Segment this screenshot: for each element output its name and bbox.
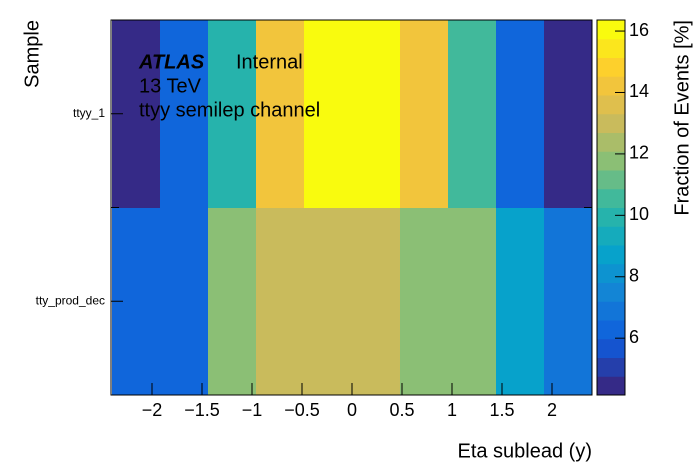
colorbar-band <box>597 188 625 208</box>
x-tick-label: 2 <box>547 400 557 420</box>
colorbar-tick-label: 6 <box>629 327 639 347</box>
colorbar-title: Fraction of Events [%] <box>671 20 693 216</box>
x-tick-label: −2 <box>142 400 163 420</box>
colorbar-frame <box>596 19 626 396</box>
x-tick-label: 1.5 <box>489 400 514 420</box>
colorbar-band <box>597 76 625 96</box>
y-axis-title: Sample <box>21 20 43 88</box>
heatmap-cell <box>208 207 257 396</box>
colorbar-band <box>597 376 625 396</box>
x-tick-label: 0 <box>347 400 357 420</box>
colorbar-tick-label: 10 <box>629 204 649 224</box>
colorbar-band <box>597 95 625 115</box>
heatmap-cell <box>496 207 545 396</box>
heatmap-cell <box>256 207 305 396</box>
colorbar-band <box>597 151 625 171</box>
colorbar-band <box>597 301 625 321</box>
colorbar-band <box>597 132 625 152</box>
heatmap-cell <box>352 207 401 396</box>
heatmap-cell <box>400 207 449 396</box>
annotation: ttyy semilep channel <box>139 99 320 121</box>
colorbar-band <box>597 170 625 190</box>
colorbar-band <box>597 57 625 77</box>
heatmap-cell <box>208 20 257 208</box>
heatmap-cell <box>544 207 593 396</box>
heatmap-cell <box>448 20 497 208</box>
heatmap-cell <box>496 20 545 208</box>
x-tick-label: 0.5 <box>389 400 414 420</box>
heatmap-cell <box>352 20 401 208</box>
colorbar-band <box>597 38 625 58</box>
colorbar-band <box>597 338 625 358</box>
heatmap-cell <box>160 207 209 396</box>
heatmap-cell <box>400 20 449 208</box>
colorbar-tick-label: 16 <box>629 20 649 40</box>
x-tick-label: 1 <box>447 400 457 420</box>
colorbar-band <box>597 245 625 265</box>
heatmap-cell <box>256 20 305 208</box>
heatmap-cell <box>544 20 593 208</box>
colorbar-tick-label: 14 <box>629 81 649 101</box>
heatmap-cell <box>304 20 353 208</box>
y-tick-label: tty_prod_dec <box>36 293 105 307</box>
colorbar-band <box>597 357 625 377</box>
colorbar-band <box>597 282 625 302</box>
annotation: 13 TeV <box>139 75 202 97</box>
y-tick-label: ttyy_1 <box>73 106 105 120</box>
colorbar-band <box>597 226 625 246</box>
colorbar-band <box>597 263 625 283</box>
heatmap-cell <box>160 20 209 208</box>
x-axis-title: Eta sublead (y) <box>457 440 592 462</box>
heatmap-cell <box>448 207 497 396</box>
colorbar-tick-label: 12 <box>629 143 649 163</box>
colorbar-band <box>597 113 625 133</box>
colorbar-band <box>597 320 625 340</box>
x-tick-label: −0.5 <box>284 400 320 420</box>
colorbar-tick-label: 8 <box>629 266 639 286</box>
annotation: Internal <box>236 51 303 73</box>
annotation: ATLAS <box>138 51 205 73</box>
x-tick-label: −1.5 <box>184 400 220 420</box>
colorbar-band <box>597 207 625 227</box>
heatmap-cell <box>304 207 353 396</box>
colorbar-band <box>597 20 625 40</box>
x-tick-label: −1 <box>242 400 263 420</box>
